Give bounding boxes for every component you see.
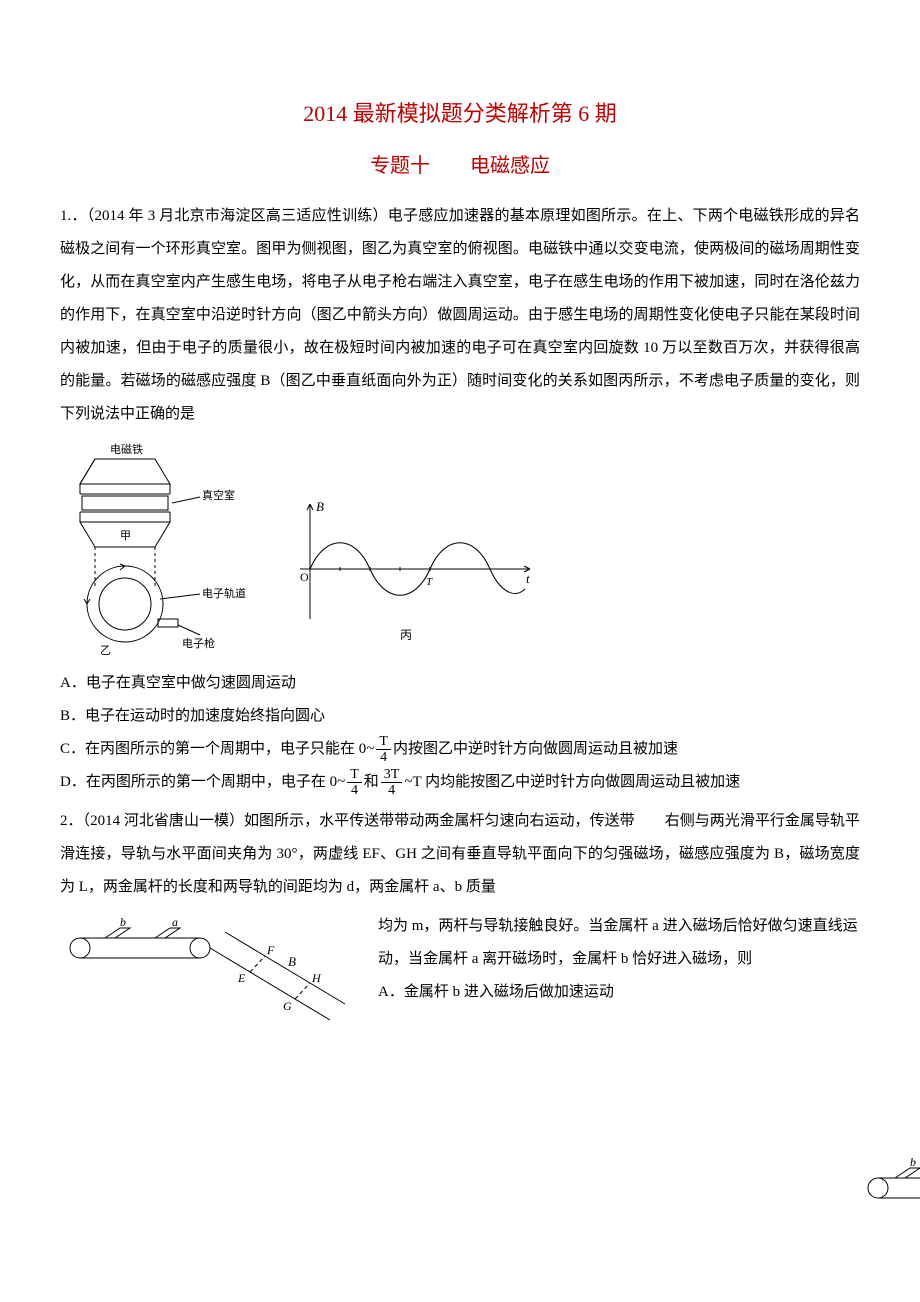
- page-title-1: 2014 最新模拟题分类解析第 6 期: [60, 90, 860, 138]
- q1-optc-pre: C．在丙图所示的第一个周期中，电子只能在 0~: [60, 741, 374, 757]
- label-B-axis: B: [316, 499, 324, 514]
- frac-T-4-c: T4: [376, 734, 391, 766]
- q2-block: 2．（2014 河北省唐山一模）如图所示，水平传送带带动两金属杆匀速向右运动，传…: [60, 805, 860, 1053]
- q2-figure-cutoff: b: [860, 1150, 920, 1210]
- q2-stem: 2．（2014 河北省唐山一模）如图所示，水平传送带带动两金属杆匀速向右运动，传…: [60, 805, 860, 904]
- label-dzgd: 电子轨道: [202, 586, 246, 600]
- label-jia: 甲: [120, 530, 131, 542]
- q1-optd-pre: D．在丙图所示的第一个周期中，电子在 0~: [60, 774, 345, 790]
- q2-lead-text: 2．（2014 河北省唐山一模）如图所示，水平传送带带动两金属杆匀速向右运动，传…: [60, 813, 860, 895]
- frac-3T-4: 3T4: [381, 767, 403, 799]
- q2-figure: b a E F G H B: [60, 910, 360, 1040]
- label-E: E: [237, 971, 246, 985]
- label-a: a: [172, 915, 178, 929]
- q1-optd-mid: 和: [364, 774, 379, 790]
- label-F: F: [266, 943, 275, 957]
- q1-stem: 1.．（2014 年 3 月北京市海淀区高三适应性训练）电子感应加速器的基本原理…: [60, 200, 860, 431]
- q2-option-a: A．金属杆 b 进入磁场后做加速运动: [378, 984, 614, 1000]
- label-O: O: [300, 570, 309, 584]
- label-zhenkong: 真空室: [202, 488, 235, 502]
- q1-fig-side-top: 电磁铁 真空室 甲 电子轨道 电子枪 乙: [60, 439, 250, 659]
- q1-option-d: D．在丙图所示的第一个周期中，电子在 0~T4和3T4~T 内均能按图乙中逆时针…: [60, 766, 860, 799]
- label-H: H: [311, 971, 322, 985]
- label-T: T: [426, 576, 433, 588]
- q2-cont: 均为 m，两杆与导轨接触良好。当金属杆 a 进入磁场后恰好做匀速直线运动，当金属…: [378, 918, 858, 967]
- label-dianci: 电磁铁: [110, 443, 143, 456]
- label-bing: 丙: [400, 628, 412, 642]
- q1-optc-post: 内按图乙中逆时针方向做圆周运动且被加速: [393, 741, 678, 757]
- label-t-axis: t: [526, 571, 530, 586]
- label-yi: 乙: [100, 644, 111, 657]
- q1-optd-post: ~T 内均能按图乙中逆时针方向做圆周运动且被加速: [404, 774, 740, 790]
- q1-option-a: A．电子在真空室中做匀速圆周运动: [60, 667, 860, 700]
- label-dzq: 电子枪: [182, 636, 215, 650]
- label-b: b: [120, 915, 126, 929]
- frac-T-4-d1: T4: [347, 767, 362, 799]
- q1-fig-wave: B O t T 丙: [280, 489, 540, 659]
- q1-option-b: B．电子在运动时的加速度始终指向圆心: [60, 700, 860, 733]
- q1-option-c: C．在丙图所示的第一个周期中，电子只能在 0~T4内按图乙中逆时针方向做圆周运动…: [60, 733, 860, 766]
- q1-figures: 电磁铁 真空室 甲 电子轨道 电子枪 乙 B O t T 丙: [60, 439, 860, 659]
- label-b-cut: b: [910, 1155, 916, 1169]
- label-G: G: [283, 999, 292, 1013]
- label-Bfield: B: [288, 954, 296, 969]
- page-title-2: 专题十 电磁感应: [60, 144, 860, 188]
